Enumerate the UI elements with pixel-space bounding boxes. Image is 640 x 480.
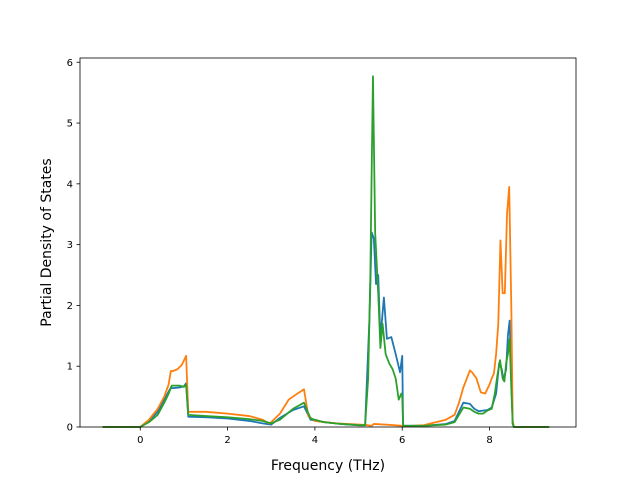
x-axis: 0 2 4 6 8 <box>137 427 493 446</box>
series-line-2 <box>102 185 550 428</box>
x-tick-label: 0 <box>137 435 143 446</box>
series-layer <box>102 75 550 428</box>
x-tick-label: 2 <box>224 435 230 446</box>
y-tick-label: 1 <box>67 362 73 373</box>
y-axis: 0 1 2 3 4 5 6 <box>67 58 80 434</box>
x-axis-label: Frequency (THz) <box>271 458 385 474</box>
y-tick-label: 3 <box>67 240 73 251</box>
y-axis-label: Partial Density of States <box>39 158 55 326</box>
series-line-3 <box>102 75 550 428</box>
y-tick-label: 0 <box>67 423 73 434</box>
y-tick-label: 5 <box>67 119 73 130</box>
x-tick-label: 4 <box>312 435 318 446</box>
y-tick-label: 6 <box>67 58 73 69</box>
x-tick-label: 6 <box>399 435 405 446</box>
plot-frame <box>79 57 577 428</box>
y-tick-label: 2 <box>67 301 73 312</box>
y-tick-label: 4 <box>67 179 73 190</box>
x-tick-label: 8 <box>486 435 492 446</box>
series-line-1 <box>102 231 550 428</box>
